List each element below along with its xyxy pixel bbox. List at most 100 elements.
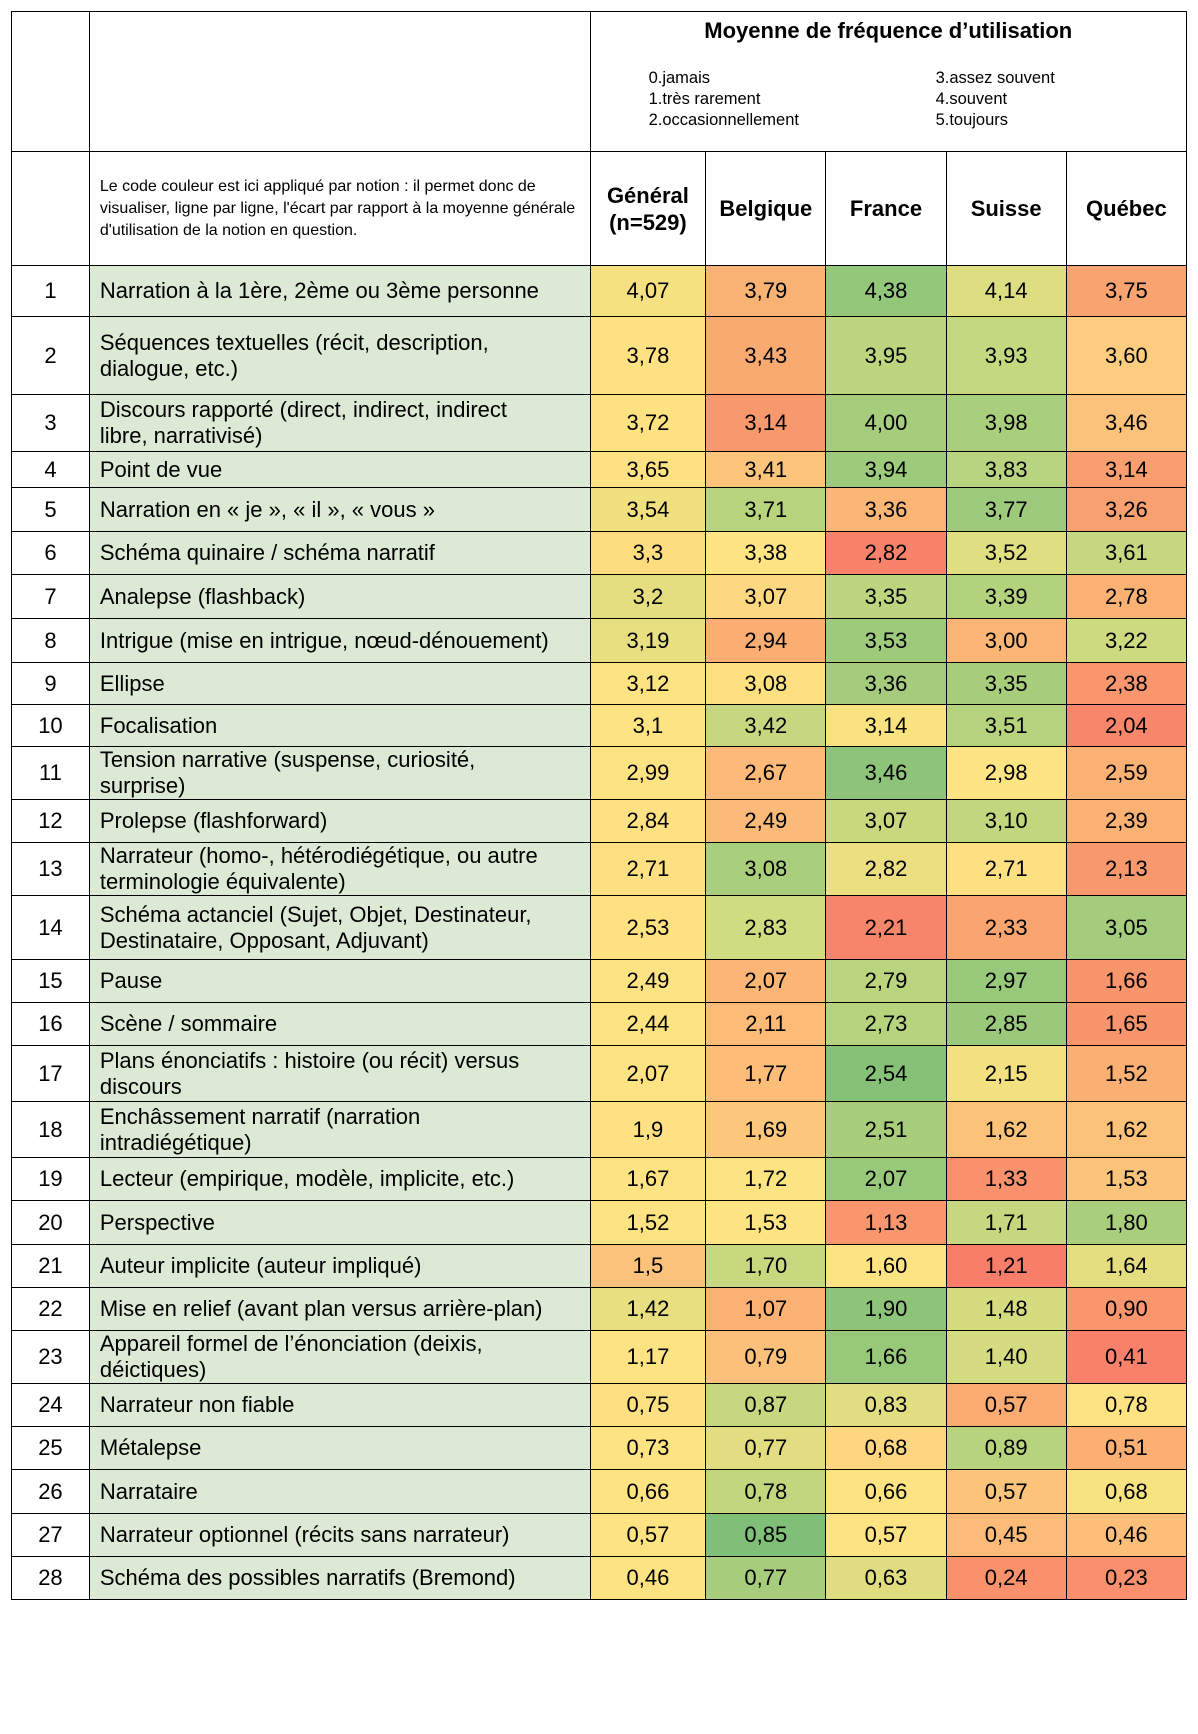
value-cell-quebec: 0,51: [1065, 1426, 1188, 1470]
value-cell-france: 3,07: [825, 799, 947, 843]
value-cell-belgique: 3,08: [705, 662, 827, 705]
value-cell-general: 2,07: [589, 1045, 707, 1102]
value-cell-suisse: 1,71: [945, 1200, 1067, 1245]
notion-label: Appareil formel de l’énonciation (deixis…: [88, 1330, 591, 1384]
value-cell-general: 2,71: [589, 842, 707, 896]
column-header-quebec: Québec: [1065, 151, 1188, 266]
value-cell-quebec: 2,04: [1065, 704, 1188, 747]
value-cell-suisse: 3,77: [945, 487, 1067, 532]
table-row: 26 Narrataire 0,66 0,78 0,66 0,57 0,68: [11, 1469, 1188, 1514]
value-cell-france: 0,83: [825, 1383, 947, 1427]
scale-item: 2.occasionnellement: [648, 111, 799, 129]
value-cell-suisse: 3,10: [945, 799, 1067, 843]
value-cell-belgique: 3,41: [705, 451, 827, 488]
notion-label-line: Narration en « je », « il », « vous »: [99, 496, 435, 522]
value-cell-suisse: 2,98: [945, 746, 1067, 800]
notion-label-line: Métalepse: [99, 1435, 202, 1460]
notion-label: Perspective: [88, 1200, 591, 1245]
value-cell-france: 3,36: [825, 662, 947, 705]
notion-label-line: Ellipse: [99, 670, 165, 696]
notion-label: Scène / sommaire: [88, 1002, 591, 1046]
table-row: 12 Prolepse (flashforward) 2,84 2,49 3,07 3,1…: [11, 799, 1188, 843]
row-number: 16: [11, 1002, 90, 1046]
header-empty-num-cell: [11, 11, 90, 152]
value-cell-general: 1,9: [589, 1101, 707, 1158]
notion-label-line: Enchâssement narratif (narration: [99, 1103, 421, 1129]
notion-label-line: Prolepse (flashforward): [99, 808, 328, 833]
table-row: 16 Scène / sommaire 2,44 2,11 2,73 2,85 1,65: [11, 1002, 1188, 1046]
scale-item: 5.toujours: [935, 111, 1009, 129]
value-cell-quebec: 2,39: [1065, 799, 1188, 843]
value-cell-belgique: 1,72: [705, 1157, 827, 1201]
table-row: 3 Discours rapporté (direct, indirect, in…: [11, 394, 1188, 452]
value-cell-quebec: 0,41: [1065, 1330, 1188, 1384]
row-number: 12: [11, 799, 90, 843]
notion-label-line: discours: [99, 1073, 182, 1099]
value-cell-belgique: 2,07: [705, 959, 827, 1003]
notion-label-line: Lecteur (empirique, modèle, implicite, e…: [99, 1166, 515, 1191]
value-cell-belgique: 3,38: [705, 531, 827, 575]
value-cell-belgique: 1,69: [705, 1101, 827, 1158]
table-row: 25 Métalepse 0,73 0,77 0,68 0,89 0,51: [11, 1426, 1188, 1470]
value-cell-suisse: 0,45: [945, 1513, 1067, 1557]
table-row: 23 Appareil formel de l’énonciation (deix…: [11, 1330, 1188, 1384]
value-cell-france: 1,66: [825, 1330, 947, 1384]
value-cell-general: 0,46: [589, 1556, 707, 1600]
row-number: 18: [11, 1101, 90, 1158]
value-cell-belgique: 1,70: [705, 1244, 827, 1288]
value-cell-quebec: 0,78: [1065, 1383, 1188, 1427]
scale-item: 0.jamais: [648, 69, 711, 87]
notion-label: Focalisation: [88, 704, 591, 747]
value-cell-quebec: 3,14: [1065, 451, 1188, 488]
value-cell-suisse: 2,85: [945, 1002, 1067, 1046]
row-number: 5: [11, 487, 90, 532]
value-cell-france: 0,68: [825, 1426, 947, 1470]
table-row: 5 Narration en « je », « il », « vous » 3,…: [11, 487, 1188, 532]
value-cell-general: 4,07: [589, 265, 707, 317]
table-row: 13 Narrateur (homo-, hétérodiégétique, ou…: [11, 842, 1188, 896]
notion-label-line: Plans énonciatifs : histoire (ou récit) …: [99, 1047, 520, 1073]
notion-label-line: Point de vue: [99, 456, 223, 482]
column-header-general: Général (n=529): [589, 151, 707, 266]
notion-label: Schéma des possibles narratifs (Bremond): [88, 1556, 591, 1600]
notion-label-line: surprise): [99, 773, 186, 798]
notion-label: Métalepse: [88, 1426, 591, 1470]
value-cell-france: 2,82: [825, 842, 947, 896]
value-cell-france: 4,00: [825, 394, 947, 452]
notion-label: Narration à la 1ère, 2ème ou 3ème person…: [88, 265, 591, 317]
column-header-belgique: Belgique: [705, 151, 827, 266]
column-header-line: Suisse: [970, 196, 1042, 221]
value-cell-suisse: 3,51: [945, 704, 1067, 747]
value-cell-suisse: 4,14: [945, 265, 1067, 317]
notion-label-line: Mise en relief (avant plan versus arrièr…: [99, 1296, 543, 1321]
table-row: 19 Lecteur (empirique, modèle, implicite,…: [11, 1157, 1188, 1201]
value-cell-france: 3,94: [825, 451, 947, 488]
column-header-line: Général: [606, 182, 689, 208]
value-cell-france: 2,79: [825, 959, 947, 1003]
table-row: 8 Intrigue (mise en intrigue, nœud-dénoue…: [11, 618, 1188, 663]
value-cell-belgique: 3,14: [705, 394, 827, 452]
value-cell-suisse: 3,39: [945, 574, 1067, 619]
notion-label: Tension narrative (suspense, curiosité, s…: [88, 746, 591, 800]
value-cell-suisse: 1,40: [945, 1330, 1067, 1384]
notion-label: Ellipse: [88, 662, 591, 705]
value-cell-quebec: 0,46: [1065, 1513, 1188, 1557]
notion-label: Lecteur (empirique, modèle, implicite, e…: [88, 1157, 591, 1201]
notion-label-line: Séquences textuelles (récit, description…: [99, 329, 489, 355]
row-number: 25: [11, 1426, 90, 1470]
value-cell-belgique: 2,11: [705, 1002, 827, 1046]
value-cell-france: 3,14: [825, 704, 947, 747]
value-cell-quebec: 1,80: [1065, 1200, 1188, 1245]
table-body: 1 Narration à la 1ère, 2ème ou 3ème perso…: [11, 265, 1188, 1600]
table-row: 2 Séquences textuelles (récit, descriptio…: [11, 316, 1188, 395]
notion-label: Narrateur non fiable: [88, 1383, 591, 1427]
row-number: 19: [11, 1157, 90, 1201]
row-number: 27: [11, 1513, 90, 1557]
value-cell-belgique: 0,77: [705, 1556, 827, 1600]
value-cell-suisse: 0,57: [945, 1383, 1067, 1427]
notion-label-line: Scène / sommaire: [99, 1011, 278, 1036]
table-title: Moyenne de fréquence d’utilisation: [704, 18, 1073, 43]
value-cell-general: 2,99: [589, 746, 707, 800]
value-cell-general: 3,19: [589, 618, 707, 663]
notion-label: Schéma quinaire / schéma narratif: [88, 531, 591, 575]
